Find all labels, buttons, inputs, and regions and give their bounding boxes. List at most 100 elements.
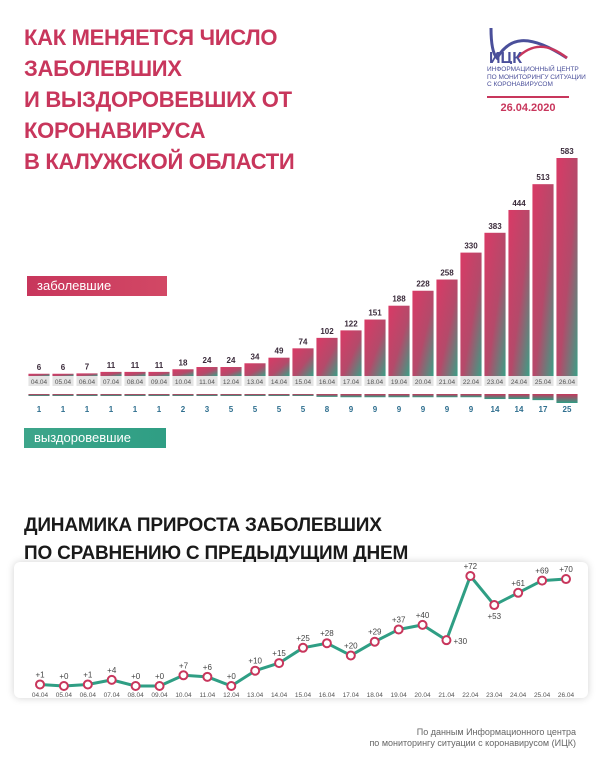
growth-date-label: 10.04 [175,692,192,699]
sick-value-label: 188 [392,295,406,304]
date-tick-label: 19.04 [391,379,408,386]
date-cell [340,376,362,386]
growth-point [417,619,428,630]
growth-value-label: +37 [392,615,406,624]
recovered-bar [196,394,218,396]
recovered-bar [148,394,170,396]
date-cell [292,376,314,386]
page-title: КАК МЕНЯЕТСЯ ЧИСЛО ЗАБОЛЕВШИХ И ВЫЗДОРОВ… [24,22,404,177]
growth-title: ДИНАМИКА ПРИРОСТА ЗАБОЛЕВШИХ ПО СРАВНЕНИ… [24,512,408,568]
sick-bar [172,369,194,376]
growth-value-label: +53 [487,612,501,621]
recovered-value-label: 1 [61,405,66,414]
sick-bar [28,373,50,376]
recovered-value-label: 1 [133,405,138,414]
recovered-bar [460,394,482,398]
growth-value-label: +1 [35,670,45,679]
sick-bar [244,363,266,376]
date-cell [52,376,74,386]
date-cell [196,376,218,386]
growth-date-label: 23.04 [486,692,503,699]
growth-date-label: 12.04 [223,692,240,699]
growth-point [82,679,93,690]
date-cell [244,376,266,386]
growth-date-label: 21.04 [438,692,455,699]
sick-value-label: 383 [488,222,502,231]
date-cell [124,376,146,386]
sick-bar [100,371,122,376]
sick-bar [76,373,98,376]
date-tick-label: 08.04 [127,379,144,386]
sick-bar [436,279,458,376]
sick-value-label: 11 [155,361,164,370]
sick-value-label: 11 [131,361,140,370]
growth-date-label: 05.04 [56,692,73,699]
title-line: И ВЫЗДОРОВЕВШИХ ОТ КОРОНАВИРУСА [24,87,292,143]
recovered-bar [124,394,146,396]
date-tick-label: 26.04 [559,379,576,386]
growth-value-label: +0 [59,672,69,681]
legend-recovered: выздоровевшие [24,428,166,448]
recovered-value-label: 5 [253,405,258,414]
growth-point [321,638,332,649]
sick-bar [484,232,506,376]
growth-date-label: 17.04 [343,692,360,699]
sick-value-label: 6 [37,363,42,372]
growth-point [274,658,285,669]
date-cell [436,376,458,386]
logo-mark: ИЦК [489,27,568,64]
recovered-bar [340,394,362,398]
recovered-value-label: 17 [539,405,548,414]
date-tick-label: 05.04 [55,379,72,386]
report-date: 26.04.2020 [487,95,569,114]
growth-date-label: 14.04 [271,692,288,699]
sick-bar [388,305,410,376]
date-tick-label: 17.04 [343,379,360,386]
date-tick-label: 14.04 [271,379,288,386]
growth-date-label: 08.04 [127,692,144,699]
recovered-value-label: 5 [301,405,306,414]
growth-date-label: 16.04 [319,692,336,699]
recovered-bar [172,394,194,396]
date-cell [364,376,386,386]
sick-value-label: 18 [179,358,188,367]
growth-point [345,650,356,661]
growth-point [489,600,500,611]
source-line: По данным Информационного центра [416,727,576,737]
growth-date-label: 11.04 [199,692,215,699]
growth-point [178,670,189,681]
recovered-value-label: 5 [229,405,234,414]
sick-bar [508,209,530,376]
growth-title-line: ДИНАМИКА ПРИРОСТА ЗАБОЛЕВШИХ [24,515,382,536]
growth-value-label: +0 [155,672,165,681]
sick-bar [316,337,338,376]
sick-value-label: 74 [299,337,308,346]
growth-value-label: +25 [296,634,310,643]
sick-value-label: 11 [107,361,116,370]
growth-date-label: 20.04 [414,692,431,699]
cases-bar-chart: 604.041605.041706.0411107.0411108.041110… [28,147,578,414]
recovered-value-label: 8 [325,405,330,414]
recovered-bar [220,394,242,396]
growth-point [35,679,45,690]
growth-value-label: +28 [320,629,334,638]
growth-value-label: +4 [107,666,117,675]
growth-date-label: 13.04 [247,692,264,699]
date-cell [316,376,338,386]
date-tick-label: 18.04 [367,379,384,386]
date-cell [172,376,194,386]
itsk-logo: ИЦК Информационный центр по мониторингу … [487,24,587,114]
sick-bar [268,357,290,376]
growth-point [561,574,571,585]
growth-value-label: +72 [464,562,478,571]
growth-value-label: +61 [511,579,525,588]
sick-value-label: 102 [320,327,334,336]
date-cell [148,376,170,386]
growth-point [465,571,476,581]
recovered-value-label: 3 [205,405,210,414]
growth-value-label: +0 [131,672,141,681]
date-tick-label: 11.04 [199,379,215,386]
sick-value-label: 583 [560,147,574,156]
sick-value-label: 34 [251,352,260,361]
recovered-value-label: 9 [421,405,426,414]
